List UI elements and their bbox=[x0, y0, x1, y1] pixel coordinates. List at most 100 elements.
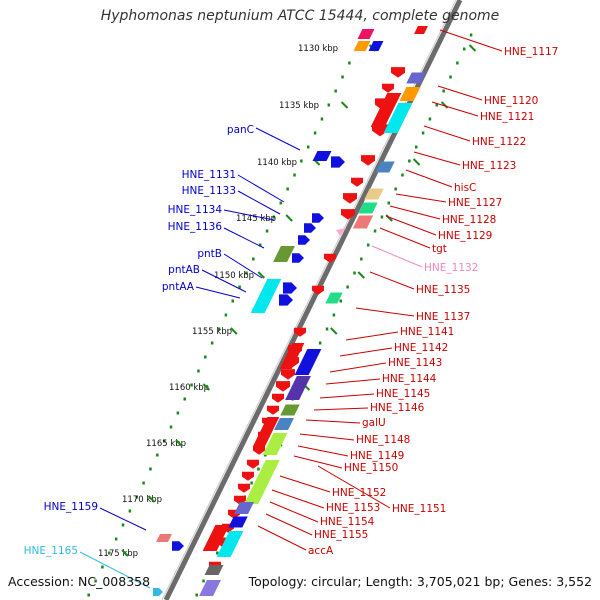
tick-dot-right bbox=[387, 201, 391, 205]
tick-dot-left bbox=[300, 159, 303, 163]
tick-dot-left bbox=[142, 481, 145, 485]
gene-block-blue bbox=[228, 516, 248, 528]
tick-dot-left bbox=[231, 299, 235, 303]
gene-arrow-blue bbox=[292, 253, 304, 263]
gene-label-hne-1165: HNE_1165 bbox=[24, 545, 78, 557]
gene-label-hne-1122: HNE_1122 bbox=[472, 136, 526, 148]
gene-label-hne-1143: HNE_1143 bbox=[388, 357, 442, 369]
trna-marker bbox=[336, 228, 346, 236]
gene-label-hne-1148: HNE_1148 bbox=[356, 434, 410, 446]
left-callout-line bbox=[201, 269, 247, 293]
right-callout-line bbox=[385, 215, 437, 236]
gene-label-acca: accA bbox=[308, 545, 334, 557]
tick-dot-left bbox=[169, 425, 173, 429]
gene-block-gray bbox=[204, 565, 224, 575]
gene-block-green bbox=[358, 202, 378, 214]
tick-dot-right bbox=[380, 215, 384, 219]
gene-label-hne-1133: HNE_1133 bbox=[182, 185, 236, 197]
right-callout-line bbox=[269, 501, 319, 523]
tick-dot-left bbox=[135, 495, 138, 499]
tick-dot-left bbox=[176, 411, 180, 415]
tick-dot-right bbox=[366, 243, 370, 247]
gene-arrow-red bbox=[276, 381, 290, 392]
left-callout-line bbox=[223, 253, 263, 279]
left-callout-line bbox=[223, 227, 265, 249]
right-callout-line bbox=[257, 525, 307, 551]
gene-arrow-red bbox=[267, 405, 279, 415]
gene-arrow-red bbox=[361, 155, 375, 166]
tick-dot-right bbox=[257, 467, 260, 471]
gene-arrow-blue bbox=[279, 294, 293, 306]
kbp-tick-label: 1160 kbp bbox=[169, 383, 209, 393]
kbp-tick-mark bbox=[121, 549, 129, 557]
right-callout-line bbox=[329, 362, 387, 373]
tick-dot-right bbox=[401, 173, 404, 177]
gene-label-hne-1145: HNE_1145 bbox=[376, 388, 430, 400]
left-callout-line bbox=[195, 286, 241, 299]
tick-dot-right bbox=[449, 75, 452, 79]
kbp-tick-label: 1150 kbp bbox=[214, 271, 254, 281]
right-callout-line bbox=[371, 245, 423, 268]
gene-block-steelblue bbox=[274, 418, 294, 430]
gene-block-lime bbox=[262, 433, 288, 455]
tick-dot-left bbox=[204, 355, 207, 359]
tick-dot-left bbox=[306, 145, 310, 149]
gene-label-hne-1127: HNE_1127 bbox=[448, 197, 502, 209]
tick-dot-left bbox=[327, 103, 331, 107]
tick-dot-right bbox=[332, 313, 336, 317]
gene-label-hne-1128: HNE_1128 bbox=[442, 214, 496, 226]
gene-arrow-red bbox=[391, 67, 405, 78]
tick-dot-right bbox=[216, 551, 219, 555]
right-callout-line bbox=[439, 29, 503, 52]
gene-arrow-red bbox=[341, 209, 355, 220]
tick-dot-right bbox=[469, 33, 473, 37]
right-callout-line bbox=[355, 307, 415, 317]
gene-label-hne-1151: HNE_1151 bbox=[392, 503, 446, 515]
kbp-tick-label: 1175 kbp bbox=[98, 549, 138, 559]
gene-arrow-red bbox=[312, 285, 324, 295]
gene-block-red bbox=[370, 93, 402, 127]
right-callout-line bbox=[405, 169, 453, 188]
right-callout-line bbox=[297, 445, 349, 457]
tick-dot-left bbox=[313, 131, 317, 135]
tick-dot-left bbox=[320, 117, 324, 121]
gene-label-hne-1154: HNE_1154 bbox=[320, 516, 375, 528]
tick-dot-left bbox=[108, 551, 111, 555]
tick-dot-left bbox=[197, 369, 200, 373]
gene-block-blue bbox=[368, 41, 384, 51]
tick-dot-left bbox=[101, 565, 104, 569]
tick-dot-left bbox=[293, 173, 296, 177]
tick-dot-left bbox=[94, 579, 97, 583]
gene-block-orange bbox=[399, 87, 421, 101]
gene-arrow-red bbox=[247, 459, 259, 469]
tick-dot-right bbox=[360, 257, 363, 261]
tick-dot-left bbox=[156, 453, 159, 457]
tick-dot-right bbox=[346, 285, 349, 289]
gene-arrow-red bbox=[343, 193, 357, 204]
gene-block-olive bbox=[280, 404, 300, 416]
kbp-tick-label: 1145 kbp bbox=[236, 214, 276, 224]
left-callout-line bbox=[237, 174, 285, 203]
gene-arrow-blue bbox=[298, 235, 310, 245]
gene-block-cyan bbox=[383, 103, 413, 133]
gene-arrow-cyan bbox=[153, 588, 163, 596]
gene-arrow-blue bbox=[331, 156, 345, 168]
tick-dot-left bbox=[286, 187, 289, 191]
gene-label-hne-1123: HNE_1123 bbox=[462, 160, 516, 172]
left-callout-line bbox=[223, 209, 275, 221]
tick-dot-right bbox=[318, 341, 322, 345]
right-callout-line bbox=[379, 227, 431, 249]
right-callout-line bbox=[389, 205, 441, 220]
tick-dot-left bbox=[162, 439, 166, 443]
gene-label-hne-1155: HNE_1155 bbox=[314, 529, 368, 541]
right-callout-line bbox=[305, 419, 361, 424]
tick-dot-left bbox=[348, 61, 351, 65]
gene-block-blue bbox=[312, 151, 332, 161]
gene-block-red bbox=[279, 343, 305, 369]
gene-arrow-red bbox=[242, 471, 254, 481]
tick-dot-right bbox=[353, 271, 356, 275]
kbp-tick-mark bbox=[147, 495, 156, 503]
gene-label-pntaa: pntAA bbox=[162, 281, 195, 293]
tick-dot-right bbox=[202, 579, 205, 583]
kbp-tick-label: 1170 kbp bbox=[122, 495, 162, 505]
